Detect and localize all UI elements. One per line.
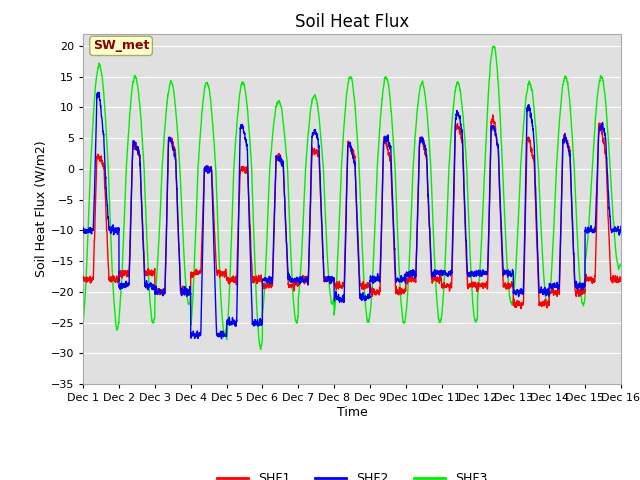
X-axis label: Time: Time [337,406,367,419]
Title: Soil Heat Flux: Soil Heat Flux [295,12,409,31]
Text: SW_met: SW_met [93,39,149,52]
Legend: SHF1, SHF2, SHF3: SHF1, SHF2, SHF3 [212,467,492,480]
Y-axis label: Soil Heat Flux (W/m2): Soil Heat Flux (W/m2) [35,141,48,277]
